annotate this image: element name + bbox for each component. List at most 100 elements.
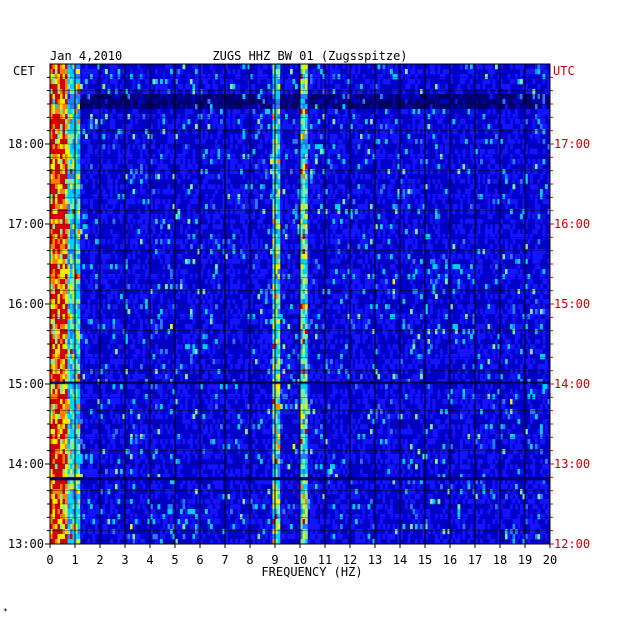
heatmap-cell [540,219,543,225]
heatmap-cell [145,94,148,100]
heatmap-cell [177,159,181,165]
heatmap-cell [110,124,113,130]
heatmap-cell [310,94,313,100]
heatmap-cell [222,184,226,190]
heatmap-cell [430,219,433,225]
heatmap-cell [157,314,161,320]
heatmap-cell [282,144,286,150]
heatmap-cell [145,179,148,185]
heatmap-cell [277,134,281,140]
heatmap-cell [77,104,81,110]
heatmap-cell [545,189,548,195]
heatmap-cell [97,144,101,150]
heatmap-cell [385,274,388,280]
heatmap-cell [275,189,278,195]
heatmap-cell [200,314,203,320]
heatmap-cell [142,299,146,305]
heatmap-cell [510,119,513,125]
heatmap-cell [350,304,353,310]
heatmap-cell [512,184,516,190]
heatmap-cell [440,149,443,155]
heatmap-cell [95,149,98,155]
heatmap-cell [370,224,373,230]
heatmap-cell [282,109,286,115]
heatmap-cell [125,124,128,130]
heatmap-cell [305,179,308,185]
heatmap-cell [52,279,56,285]
heatmap-cell [92,249,96,255]
heatmap-cell [420,169,423,175]
heatmap-cell [100,89,103,95]
heatmap-cell [92,69,96,75]
heatmap-cell [295,169,298,175]
heatmap-cell [50,79,53,85]
heatmap-cell [80,214,83,220]
heatmap-cell [367,189,371,195]
heatmap-cell [285,319,288,325]
heatmap-cell [160,79,163,85]
heatmap-cell [50,234,53,240]
heatmap-cell [75,149,78,155]
heatmap-cell [475,119,478,125]
heatmap-cell [525,169,528,175]
heatmap-cell [275,164,278,170]
heatmap-cell [97,64,101,70]
heatmap-cell [110,114,113,120]
heatmap-cell [70,154,73,160]
heatmap-cell [255,319,258,325]
heatmap-cell [390,229,393,235]
heatmap-cell [227,244,231,250]
heatmap-cell [205,159,208,165]
heatmap-cell [97,94,101,100]
heatmap-cell [475,204,478,210]
heatmap-cell [372,134,376,140]
heatmap-cell [50,244,53,250]
heatmap-cell [200,259,203,265]
heatmap-cell [375,309,378,315]
heatmap-cell [520,274,523,280]
heatmap-cell [300,229,303,235]
heatmap-cell [375,189,378,195]
heatmap-cell [360,309,363,315]
heatmap-cell [365,254,368,260]
heatmap-cell [260,239,263,245]
heatmap-cell [305,294,308,300]
heatmap-cell [350,309,353,315]
heatmap-cell [282,159,286,165]
heatmap-cell [102,99,106,105]
heatmap-cell [310,129,313,135]
heatmap-cell [50,299,53,305]
heatmap-cell [355,119,358,125]
heatmap-cell [107,254,111,260]
heatmap-cell [187,299,191,305]
heatmap-cell [300,174,303,180]
heatmap-cell [195,194,198,200]
heatmap-cell [170,234,173,240]
heatmap-cell [110,189,113,195]
heatmap-cell [425,309,428,315]
heatmap-cell [237,229,241,235]
heatmap-cell [100,249,103,255]
heatmap-cell [177,264,181,270]
heatmap-cell [242,194,246,200]
heatmap-cell [410,94,413,100]
heatmap-cell [210,64,213,70]
heatmap-cell [132,254,136,260]
heatmap-cell [270,64,273,70]
heatmap-cell [522,119,526,125]
heatmap-cell [407,74,411,80]
heatmap-cell [380,124,383,130]
heatmap-cell [495,249,498,255]
heatmap-cell [312,209,316,215]
heatmap-cell [55,299,58,305]
heatmap-cell [355,279,358,285]
heatmap-cell [415,159,418,165]
heatmap-cell [212,279,216,285]
heatmap-cell [250,134,253,140]
heatmap-cell [315,259,318,265]
heatmap-cell [72,204,76,210]
heatmap-cell [495,294,498,300]
heatmap-cell [252,84,256,90]
heatmap-cell [230,289,233,295]
heatmap-cell [245,184,248,190]
